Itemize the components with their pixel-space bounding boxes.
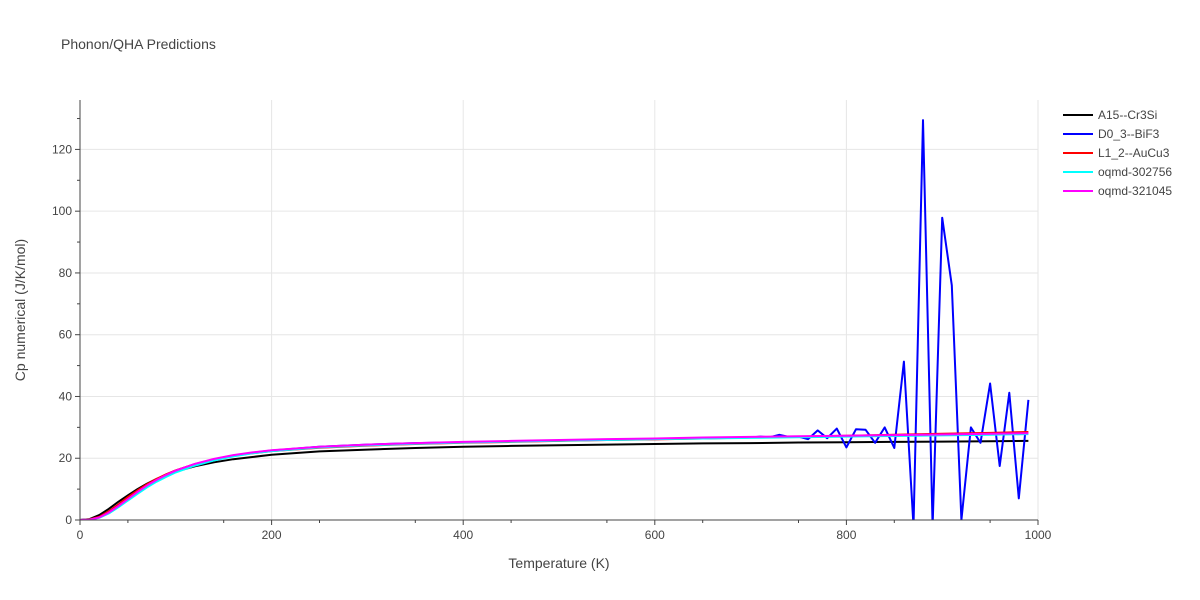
x-tick-label: 0 xyxy=(77,528,84,542)
y-tick-label: 20 xyxy=(59,451,73,465)
x-tick-label: 600 xyxy=(645,528,665,542)
legend-item-oqmd-321045[interactable]: oqmd-321045 xyxy=(1063,184,1172,198)
y-tick-label: 80 xyxy=(59,266,73,280)
legend-label: A15--Cr3Si xyxy=(1098,108,1157,122)
chart-title: Phonon/QHA Predictions xyxy=(61,36,216,52)
x-axis-title: Temperature (K) xyxy=(508,555,609,571)
x-tick-label: 1000 xyxy=(1025,528,1052,542)
y-tick-label: 40 xyxy=(59,389,73,403)
grid-lines xyxy=(80,100,1039,520)
x-tick-label: 800 xyxy=(836,528,856,542)
series-line-D0_3--BiF3 xyxy=(80,119,1030,520)
y-tick-label: 120 xyxy=(52,142,72,156)
y-axis-title: Cp numerical (J/K/mol) xyxy=(12,239,28,381)
series-line-oqmd-302756 xyxy=(80,433,1029,520)
legend-item-oqmd-302756[interactable]: oqmd-302756 xyxy=(1063,165,1172,179)
y-tick-label: 0 xyxy=(65,513,72,527)
x-tick-label: 200 xyxy=(262,528,282,542)
series-lines xyxy=(80,119,1030,520)
legend-label: L1_2--AuCu3 xyxy=(1098,146,1170,160)
legend-label: D0_3--BiF3 xyxy=(1098,127,1160,141)
y-tick-label: 100 xyxy=(52,204,72,218)
x-tick-label: 400 xyxy=(453,528,473,542)
legend-item-A15--Cr3Si[interactable]: A15--Cr3Si xyxy=(1063,108,1157,122)
legend-item-D0_3--BiF3[interactable]: D0_3--BiF3 xyxy=(1063,127,1160,141)
y-tick-label: 60 xyxy=(59,328,73,342)
legend-label: oqmd-302756 xyxy=(1098,165,1172,179)
legend[interactable]: A15--Cr3Si D0_3--BiF3 L1_2--AuCu3 oqmd-3027… xyxy=(1063,108,1172,198)
series-line-oqmd-321045 xyxy=(80,432,1029,520)
series-line-A15--Cr3Si xyxy=(80,439,1029,520)
axes: 0 200 400 600 800 1000 0 20 40 60 80 100 120 xyxy=(52,100,1052,542)
legend-label: oqmd-321045 xyxy=(1098,184,1172,198)
legend-item-L1_2--AuCu3[interactable]: L1_2--AuCu3 xyxy=(1063,146,1170,160)
